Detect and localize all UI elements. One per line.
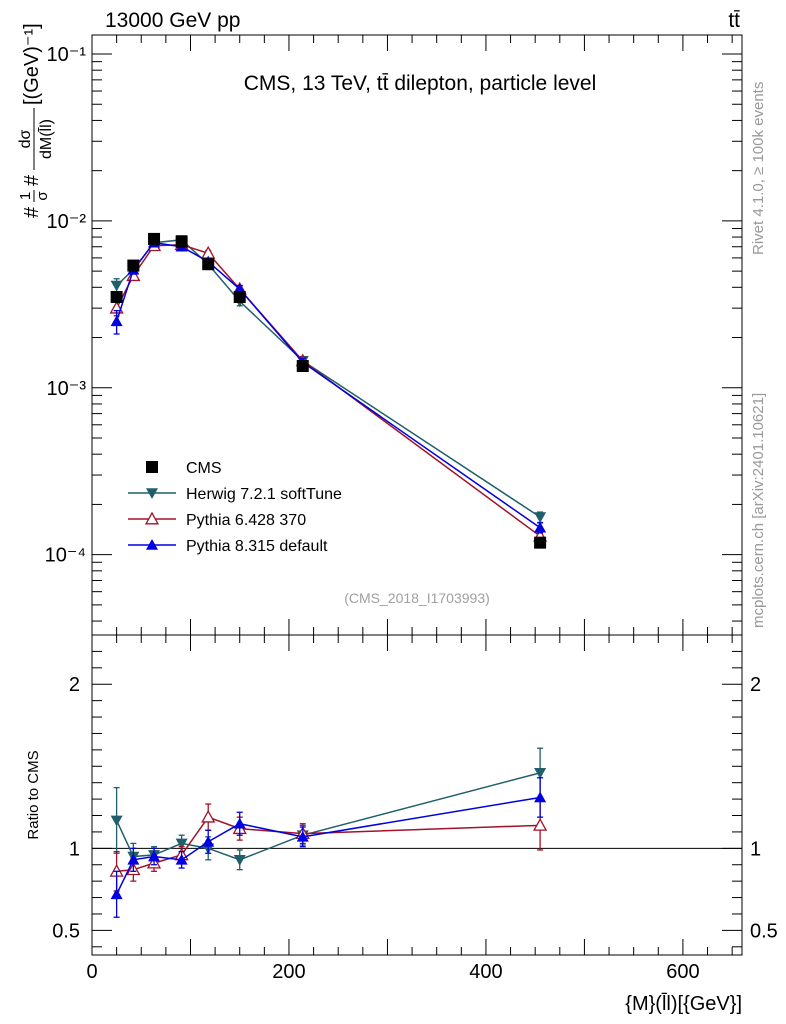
process-label: tt̄ [728, 9, 740, 32]
main-axis-ticks [91, 35, 742, 635]
ratio-y-tick-label: 2 [69, 674, 80, 696]
main-point-cms [110, 290, 123, 303]
ratio-point-pythia6 [533, 818, 548, 831]
ratio-point-pythia8 [110, 888, 123, 900]
ratio-point-pythia8 [233, 817, 246, 829]
ratio-y-tick-label-right: 2 [750, 674, 761, 696]
ratio-y-tick-label-right: 0.5 [750, 920, 778, 942]
ratio-point-herwig [175, 838, 188, 850]
ratio-line-pythia8 [115, 796, 541, 895]
ylabel-dmass: dM(l̄l) [37, 119, 55, 159]
ratio-point-pythia8 [296, 830, 309, 842]
main-point-cms [202, 258, 215, 271]
ylabel-frac-den: σ [34, 191, 51, 201]
ratio-panel: 0.5 0.5 1 1 2 2 0 200 400 600 Ratio to CMS {M}(l… [25, 634, 778, 1015]
main-point-cms [296, 360, 309, 373]
ratio-series-layer [109, 747, 548, 918]
ratio-series-pythia8 [110, 777, 547, 918]
ratio-point-pythia8 [534, 791, 547, 803]
ratio-y-axis-label: Ratio to CMS [25, 750, 42, 839]
legend-marker-pythia6 [144, 511, 160, 525]
x-tick-label: 0 [86, 961, 97, 983]
main-line-herwig [116, 239, 541, 518]
ratio-series-herwig [110, 747, 547, 871]
main-y-axis-label: # 1 σ # dσ dM(l̄l) [(GeV)⁻¹] [17, 23, 55, 218]
main-series-cms [110, 232, 547, 549]
main-y-tick-label: 10⁻⁴ [45, 545, 86, 567]
ylabel-hash-mid: # [21, 174, 43, 186]
main-point-cms [175, 235, 188, 248]
ratio-point-pythia6 [201, 809, 216, 823]
main-point-herwig [534, 512, 547, 524]
ratio-y-tick-labels: 0.5 0.5 1 1 2 2 [52, 674, 778, 942]
plot-title: CMS, 13 TeV, tt̄ dilepton, particle leve… [244, 72, 597, 95]
main-point-herwig [110, 280, 123, 292]
ratio-point-pythia8 [127, 853, 140, 865]
main-point-pythia8 [110, 315, 123, 327]
analysis-id: (CMS_2018_I1703993) [344, 590, 490, 606]
legend-marker-pythia8 [146, 539, 158, 550]
main-y-tick-label: 10⁻¹ [47, 44, 87, 66]
main-point-cms [233, 290, 246, 303]
main-y-tick-label: 10⁻³ [47, 378, 87, 400]
ratio-point-herwig [110, 815, 123, 827]
ylabel-units: [(GeV)⁻¹] [21, 23, 43, 105]
x-tick-label: 600 [666, 961, 699, 983]
ratio-point-pythia8 [148, 850, 161, 862]
main-point-cms [127, 259, 140, 272]
legend-label: CMS [186, 460, 222, 477]
x-tick-labels: 0 200 400 600 [86, 961, 699, 983]
ratio-axis-ticks [91, 634, 742, 955]
ratio-point-pythia8 [175, 853, 188, 865]
ratio-point-herwig [534, 768, 547, 779]
mcplots-label: mcplots.cern.ch [arXiv:2401.10621] [750, 393, 767, 628]
main-y-tick-label: 10⁻² [47, 211, 87, 233]
main-series-layer [109, 232, 548, 549]
legend-entry-pythia8: Pythia 8.315 default [128, 538, 328, 555]
x-tick-label: 200 [272, 961, 305, 983]
ratio-y-tick-label: 0.5 [52, 920, 80, 942]
ratio-y-tick-label-right: 1 [750, 838, 761, 860]
x-tick-label: 400 [469, 961, 502, 983]
main-panel: 10⁻¹ 10⁻² 10⁻³ 10⁻⁴ CMS, 13 TeV, tt̄ dilept… [45, 34, 743, 636]
rivet-version-label: Rivet 4.1.0, ≥ 100k events [750, 82, 767, 255]
legend-label: Herwig 7.2.1 softTune [186, 486, 342, 503]
legend-entry-pythia6: Pythia 6.428 370 [128, 511, 306, 529]
legend-marker-herwig [146, 488, 158, 499]
ylabel-frac-num: 1 [17, 192, 34, 200]
main-line-pythia8 [115, 241, 541, 529]
ratio-point-herwig [233, 855, 246, 866]
main-point-cms [534, 536, 547, 549]
legend-entry-cms: CMS [146, 460, 222, 477]
x-axis-label: {M}(l̄l)[{GeV}] [625, 992, 742, 1015]
legend-label: Pythia 8.315 default [186, 538, 328, 555]
beam-label: 13000 GeV pp [105, 9, 240, 32]
ratio-y-tick-label: 1 [69, 838, 80, 860]
legend-entry-herwig: Herwig 7.2.1 softTune [128, 486, 342, 503]
main-point-pythia8 [534, 521, 547, 533]
legend-label: Pythia 6.428 370 [186, 512, 306, 529]
main-y-tick-labels: 10⁻¹ 10⁻² 10⁻³ 10⁻⁴ [45, 44, 87, 567]
main-point-cms [148, 232, 161, 245]
ratio-point-pythia8 [202, 835, 215, 847]
legend: CMS Herwig 7.2.1 softTune Pythia 6.428 370… [128, 460, 342, 555]
ylabel-hash-prefix: # [21, 206, 43, 218]
ratio-plot-frame [91, 634, 743, 956]
ylabel-dsigma: dσ [17, 129, 34, 148]
legend-marker-cms [146, 461, 158, 473]
